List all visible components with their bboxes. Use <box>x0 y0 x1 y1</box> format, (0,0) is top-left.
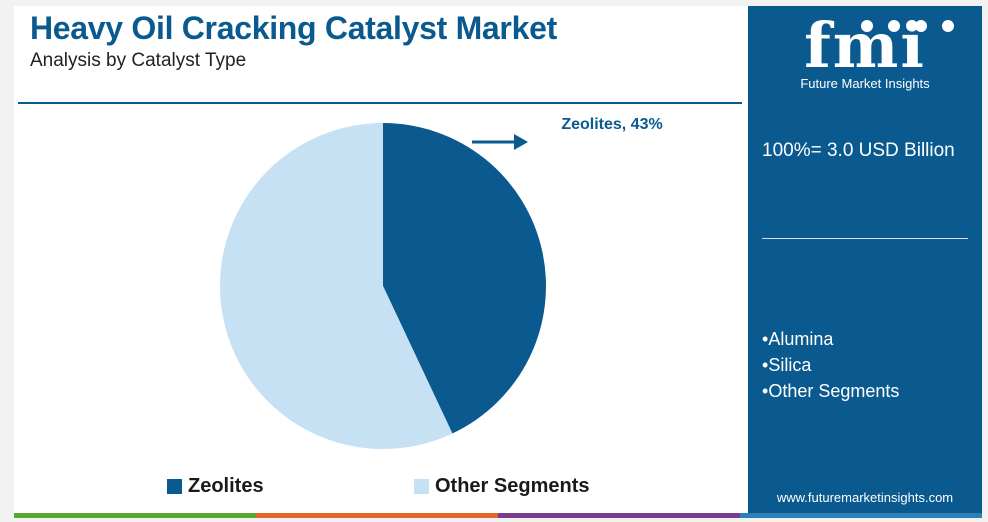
logo-dots-icon <box>861 20 954 32</box>
chart-card: Heavy Oil Cracking Catalyst Market Analy… <box>14 6 982 518</box>
fmi-logo: fmi Future Market Insights <box>748 14 982 91</box>
legend-item-other-segments: Other Segments <box>414 474 589 498</box>
legend-swatch-other <box>414 478 429 494</box>
pie-chart: Zeolites, 43% <box>220 116 663 450</box>
legend-swatch-zeolites <box>167 478 182 494</box>
callout-arrow-icon <box>472 134 528 150</box>
legend-label: Zeolites <box>188 474 264 497</box>
segment-list: Alumina Silica Other Segments <box>762 326 899 404</box>
website-link[interactable]: www.futuremarketinsights.com <box>776 490 954 505</box>
panel-divider <box>762 238 968 239</box>
segment-item: Silica <box>762 352 899 378</box>
chart-title: Heavy Oil Cracking Catalyst Market <box>30 10 557 46</box>
legend-label: Other Segments <box>435 474 590 497</box>
bar-segment <box>498 513 740 518</box>
market-total: 100%= 3.0 USD Billion <box>762 140 955 161</box>
logo-subtitle: Future Market Insights <box>800 76 930 91</box>
bar-segment <box>740 513 982 518</box>
callout-label: Zeolites, 43% <box>561 116 662 133</box>
side-panel: fmi Future Market Insights 100%= 3.0 USD… <box>748 6 982 518</box>
legend-item-zeolites: Zeolites <box>167 474 264 498</box>
pie-slice-other-segments <box>220 122 453 450</box>
title-divider <box>18 102 742 104</box>
bottom-color-bar <box>14 513 982 518</box>
bar-segment <box>14 513 256 518</box>
bar-segment <box>256 513 498 518</box>
chart-subtitle: Analysis by Catalyst Type <box>30 50 247 71</box>
pie-slices <box>220 122 546 450</box>
segment-item: Other Segments <box>762 378 899 404</box>
pie-slice-zeolites <box>383 123 546 434</box>
segment-item: Alumina <box>762 326 899 352</box>
